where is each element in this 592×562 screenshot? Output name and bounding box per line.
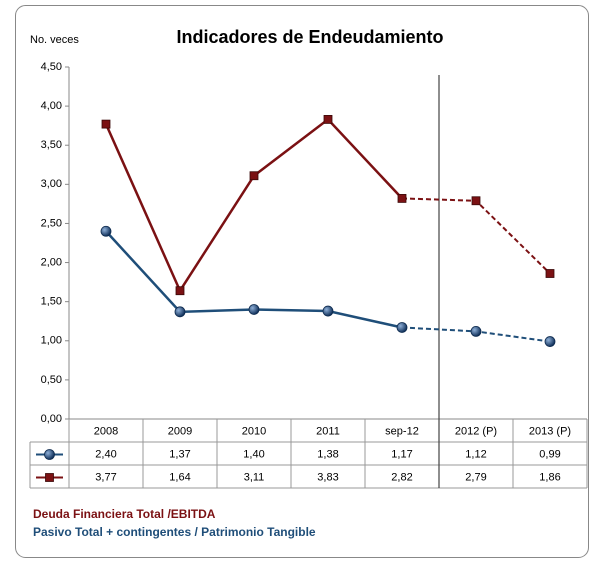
point [544, 336, 556, 347]
value-label: 3,77 [95, 471, 116, 483]
y-tick-label: 2,00 [41, 256, 62, 268]
y-tick-label: 0,00 [41, 413, 62, 425]
point [101, 119, 111, 129]
x-tick-label: sep-12 [385, 425, 419, 437]
y-tick-label: 0,50 [41, 374, 62, 386]
y-tick-label: 3,50 [41, 139, 62, 151]
value-label: 1,86 [539, 471, 560, 483]
y-axis-label: No. veces [30, 34, 79, 46]
value-label: 1,17 [391, 448, 412, 460]
y-tick-label: 2,50 [41, 217, 62, 229]
point [545, 269, 555, 278]
x-tick-label: 2011 [316, 425, 340, 437]
value-label: 1,38 [317, 448, 338, 460]
point [396, 322, 408, 333]
point [471, 196, 481, 206]
value-label: 1,37 [169, 448, 190, 460]
point [248, 304, 260, 315]
legend-entry: Deuda Financiera Total /EBITDA [33, 507, 216, 521]
point [174, 306, 186, 318]
value-label: 2,82 [391, 471, 412, 483]
y-tick-label: 1,50 [41, 296, 62, 308]
x-tick-label: 2010 [242, 425, 266, 437]
point [249, 171, 259, 181]
value-label: 3,83 [317, 471, 338, 483]
value-label: 2,40 [95, 448, 116, 460]
y-tick-label: 1,00 [41, 335, 62, 347]
value-label: 1,40 [243, 448, 264, 460]
y-tick-label: 3,00 [41, 178, 62, 190]
point [100, 225, 112, 237]
y-tick-label: 4,50 [41, 61, 62, 73]
y-tick-label: 4,00 [41, 100, 62, 112]
point [175, 286, 185, 296]
point [323, 115, 333, 124]
point [322, 305, 334, 317]
table-legend-marker [44, 449, 55, 460]
value-label: 1,12 [465, 448, 486, 460]
table-legend-marker [45, 473, 54, 482]
value-label: 2,79 [465, 471, 486, 483]
x-tick-label: 2012 (P) [455, 425, 497, 437]
point [397, 194, 407, 203]
legend-entry: Pasivo Total + contingentes / Patrimonio… [33, 525, 316, 539]
value-label: 3,11 [244, 471, 265, 483]
point [470, 325, 482, 337]
x-tick-label: 2008 [94, 425, 118, 437]
chart-title: Indicadores de Endeudamiento [176, 27, 443, 47]
x-tick-label: 2009 [168, 425, 192, 437]
x-tick-label: 2013 (P) [529, 425, 571, 437]
value-label: 1,64 [169, 471, 190, 483]
value-label: 0,99 [539, 448, 560, 460]
